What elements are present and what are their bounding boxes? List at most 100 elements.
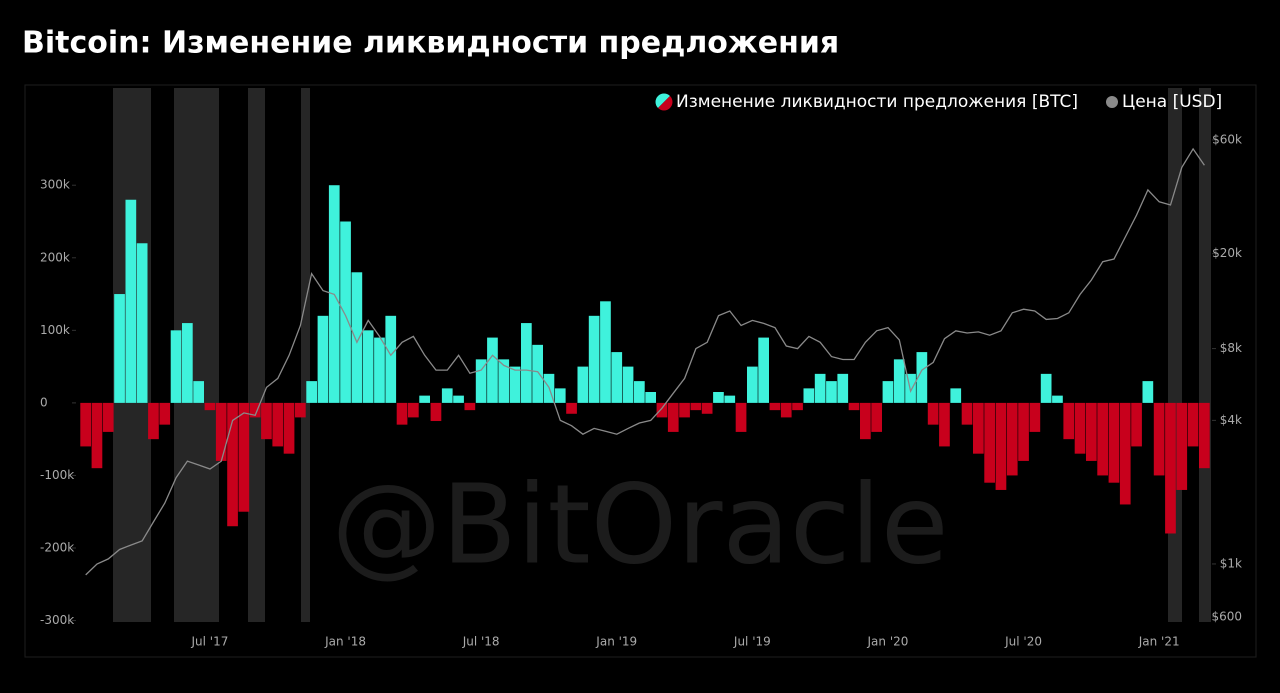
bar [848, 402, 860, 411]
y-tick-label: 0 [40, 395, 48, 409]
legend-label: Цена [USD] [1122, 92, 1222, 112]
y-tick-label: -200k [40, 540, 74, 554]
bar [227, 402, 238, 527]
bar [430, 402, 442, 422]
bar [1165, 402, 1176, 534]
bar [159, 402, 171, 425]
bar [283, 402, 295, 454]
bar [826, 381, 837, 403]
bar [724, 395, 736, 403]
bar [939, 402, 950, 447]
bar [566, 402, 577, 414]
bar [1176, 402, 1188, 490]
bar [837, 373, 849, 403]
x-tick-label: Jul '18 [462, 635, 500, 649]
bar [453, 395, 464, 403]
y-tick-label: 100k [40, 323, 70, 337]
bar [600, 301, 611, 403]
bar [860, 402, 871, 440]
bar [814, 373, 826, 403]
bar [498, 359, 510, 403]
bar [419, 395, 430, 403]
bar [487, 337, 498, 403]
bar [317, 315, 329, 403]
bar [1040, 373, 1052, 403]
bar [1187, 402, 1199, 447]
bar [792, 402, 803, 411]
y2-tick-label: $1k [1220, 556, 1242, 570]
bar [780, 402, 792, 418]
bar [509, 366, 521, 403]
shaded-region [174, 88, 219, 622]
bar [91, 402, 103, 469]
y-tick-label: -300k [40, 613, 74, 627]
bar [622, 366, 634, 403]
bar [1018, 402, 1029, 461]
legend-label: Изменение ликвидности предложения [BTC] [676, 92, 1078, 112]
bar [984, 402, 995, 483]
y-tick-label: 200k [40, 250, 70, 264]
x-tick-label: Jul '17 [191, 635, 229, 649]
bar [1142, 381, 1154, 403]
bar [374, 337, 385, 403]
bar [1052, 395, 1063, 403]
bar [634, 381, 645, 403]
bar [554, 388, 566, 403]
bar [306, 381, 317, 403]
shaded-region [1199, 88, 1211, 622]
chart-title: Bitcoin: Изменение ликвидности предложен… [22, 26, 839, 61]
bar [351, 272, 363, 403]
bar [1097, 402, 1108, 476]
bar [882, 381, 894, 403]
bar [950, 388, 962, 403]
x-tick-label: Jul '20 [1004, 635, 1042, 649]
bar [102, 402, 114, 432]
bar [927, 402, 939, 425]
y2-tick-label: $600 [1211, 609, 1242, 623]
bar [261, 402, 272, 440]
bar [532, 344, 543, 403]
bar [1063, 402, 1075, 440]
bar [1074, 402, 1086, 454]
bar [871, 402, 882, 432]
bar [385, 315, 397, 403]
bar [961, 402, 973, 425]
bar [701, 402, 713, 414]
bar [204, 402, 216, 411]
bar [125, 199, 137, 403]
bar [170, 330, 182, 403]
bar [758, 337, 769, 403]
bar [690, 402, 702, 411]
x-tick-label: Jan '21 [1138, 635, 1180, 649]
bar [396, 402, 408, 425]
x-tick-label: Jan '18 [324, 635, 366, 649]
bar [238, 402, 250, 512]
bar [1119, 402, 1131, 505]
bar [193, 381, 204, 403]
y2-tick-label: $8k [1220, 341, 1242, 355]
bar [1108, 402, 1120, 483]
bar [182, 323, 193, 403]
bar [441, 388, 453, 403]
legend-swatch [658, 96, 673, 111]
bar [464, 402, 476, 411]
bar [1199, 402, 1210, 469]
bar [1029, 402, 1041, 432]
bar [656, 402, 668, 418]
bar [136, 243, 148, 403]
bar [995, 402, 1007, 490]
bar [713, 392, 724, 403]
bar [667, 402, 679, 432]
bar [973, 402, 984, 454]
y-tick-label: -100k [40, 468, 74, 482]
y2-tick-label: $20k [1212, 246, 1242, 260]
bar [148, 402, 159, 440]
shaded-region [248, 88, 265, 622]
bar [679, 402, 690, 418]
bar [893, 359, 905, 403]
x-tick-label: Jan '19 [595, 635, 637, 649]
y2-tick-label: $60k [1212, 132, 1242, 146]
bar [249, 402, 261, 418]
bar [769, 402, 781, 411]
